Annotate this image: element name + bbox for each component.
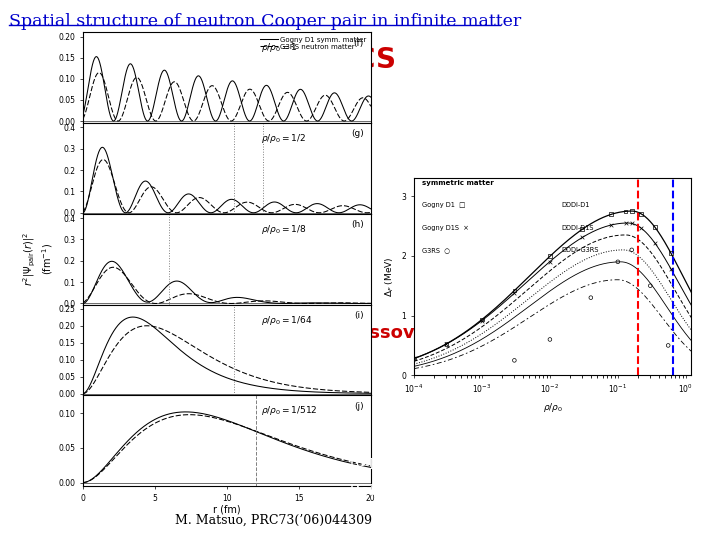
Point — [408, 354, 420, 363]
Point — [544, 335, 556, 344]
Point — [508, 356, 520, 364]
Point — [441, 340, 452, 348]
Text: $\rho/\rho_0=1/2$: $\rho/\rho_0=1/2$ — [261, 132, 306, 145]
X-axis label: r (fm): r (fm) — [213, 504, 240, 514]
Text: DDDI-G3RS: DDDI-G3RS — [561, 247, 598, 253]
Point — [606, 221, 617, 230]
Point — [620, 219, 631, 227]
Point — [508, 286, 520, 295]
Text: Implication to finite nuclei?: Implication to finite nuclei? — [349, 455, 562, 469]
Point — [585, 293, 597, 302]
Text: $\rho/\rho_0=1/512$: $\rho/\rho_0=1/512$ — [261, 404, 318, 417]
Text: DDDI-D1: DDDI-D1 — [561, 202, 589, 208]
Point — [476, 315, 487, 324]
Point — [662, 341, 674, 350]
Point — [649, 223, 660, 232]
Text: (j): (j) — [354, 402, 364, 410]
Point — [626, 207, 637, 215]
Text: $\rho/\rho_0=1$: $\rho/\rho_0=1$ — [261, 42, 298, 55]
Point — [665, 264, 677, 273]
Point — [635, 224, 647, 232]
Point — [476, 316, 487, 325]
Point — [577, 233, 588, 242]
Text: G3RS  ○: G3RS ○ — [423, 247, 450, 253]
Point — [626, 246, 637, 254]
Text: (f): (f) — [354, 39, 364, 48]
Text: $\rho/\rho_0=1/64$: $\rho/\rho_0=1/64$ — [261, 314, 312, 327]
Text: $r^2|\Psi_{\rm pair}(r)|^2$
$({\rm fm}^{-1})$: $r^2|\Psi_{\rm pair}(r)|^2$ $({\rm fm}^{… — [22, 232, 55, 286]
X-axis label: $\rho/\rho_0$: $\rho/\rho_0$ — [543, 401, 562, 414]
Point — [626, 219, 637, 228]
Text: (h): (h) — [351, 220, 364, 229]
Point — [644, 281, 656, 290]
Point — [544, 252, 556, 261]
Point — [441, 340, 452, 348]
Text: symmetric matter: symmetric matter — [423, 180, 494, 186]
Text: M. Matsuo, PRC73(’06)044309: M. Matsuo, PRC73(’06)044309 — [175, 514, 372, 526]
Point — [649, 239, 660, 247]
Text: (i): (i) — [354, 311, 364, 320]
Point — [620, 207, 631, 215]
Text: DDDI-D1S: DDDI-D1S — [561, 225, 593, 231]
Text: Spatial structure of neutron Cooper pair in infinite matter: Spatial structure of neutron Cooper pair… — [9, 14, 521, 30]
Point — [577, 225, 588, 234]
Point — [606, 210, 617, 219]
Y-axis label: $\Delta_F$ (MeV): $\Delta_F$ (MeV) — [384, 256, 396, 297]
Point — [635, 210, 647, 218]
Legend: Gogny D1 symm. matter, G3RS neutron matter: Gogny D1 symm. matter, G3RS neutron matt… — [259, 36, 367, 50]
Text: Crossover region: Crossover region — [335, 324, 507, 342]
Point — [612, 258, 624, 266]
Point — [408, 354, 420, 363]
Text: Gogny D1  □: Gogny D1 □ — [423, 202, 466, 208]
Text: $\rho/\rho_0=1/8$: $\rho/\rho_0=1/8$ — [261, 223, 307, 236]
Text: (g): (g) — [351, 130, 364, 138]
Text: BCS: BCS — [335, 46, 397, 74]
Point — [508, 289, 520, 298]
Text: Gogny D1S  ×: Gogny D1S × — [423, 225, 469, 231]
Point — [665, 248, 677, 257]
Point — [544, 257, 556, 266]
Text: Relation to di-neutron correlation?: Relation to di-neutron correlation? — [349, 484, 618, 498]
